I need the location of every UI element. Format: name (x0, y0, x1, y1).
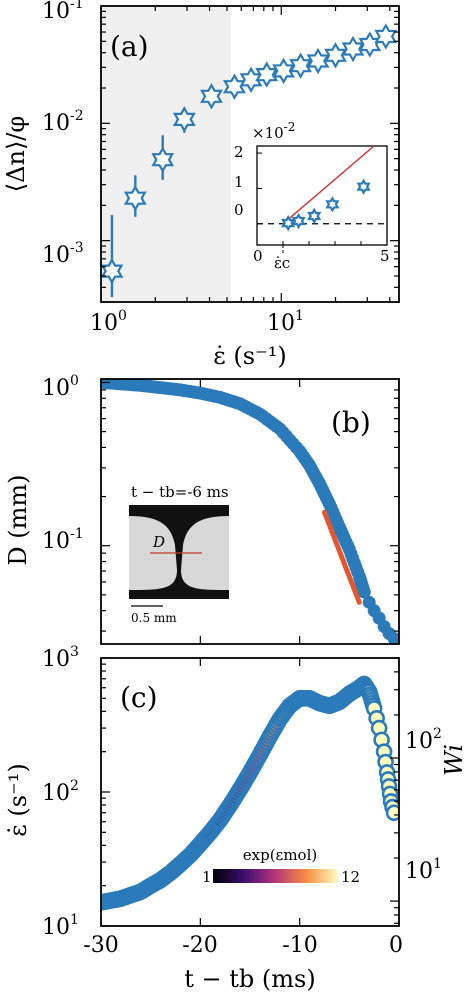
colorbar-gradient (213, 869, 338, 883)
strain-rate-point (385, 804, 399, 822)
inset-ytick-2: 2 (234, 143, 244, 161)
data-point (289, 52, 312, 79)
data-point (100, 257, 124, 285)
data-point (151, 146, 175, 173)
scale-bar-label: 0.5 mm (131, 611, 177, 625)
panel-b: (b) 100 10-1 D (mm) t − tb=-6 ms D 0.5 m… (4, 373, 400, 645)
data-point (374, 23, 398, 50)
panel-b-fit-line (322, 509, 362, 605)
diameter-point (387, 632, 399, 644)
panel-a-label: (a) (110, 30, 149, 63)
panel-a-xlabel: ε̇ (s⁻¹) (213, 342, 286, 370)
panel-c: (c) 101 102 103 -30 -20 -10 0 t − tb (ms… (4, 644, 468, 993)
panel-a-frame (100, 5, 400, 303)
colorbar-min-label: 1 (202, 868, 212, 886)
colorbar-title: exp(εmol) (243, 846, 317, 864)
panel-c-label: (c) (120, 681, 158, 714)
inset-critical-label: ε̇c (274, 254, 290, 272)
panel-c-xtick-1: -30 (83, 933, 118, 958)
panel-b-ticks (100, 379, 400, 644)
panel-a-xtick-2: 101 (267, 308, 304, 336)
data-point (306, 47, 330, 75)
inset-data-point (291, 212, 306, 230)
panel-a-ytick-2: 10-2 (42, 108, 84, 136)
panel-c-right-tick-2: 102 (405, 726, 442, 754)
inset-ytick-0: 0 (234, 201, 244, 219)
inset-xtick-5: 5 (380, 247, 390, 265)
diameter-point (357, 585, 371, 599)
panel-a-ticks (100, 6, 399, 303)
data-point (358, 31, 382, 58)
panel-c-right-ylabel: Wi (440, 744, 468, 776)
data-point (199, 83, 223, 110)
data-point (123, 185, 147, 212)
panel-c-right-tick-1: 101 (405, 856, 442, 884)
panel-a-inset-frame (256, 145, 388, 246)
panel-b-ytick-1: 100 (42, 373, 79, 401)
panel-c-markers (101, 675, 399, 911)
panel-c-ytick-1: 101 (42, 912, 79, 940)
inset-markers (256, 145, 388, 255)
panel-a-ytick-1: 10-3 (42, 240, 84, 268)
panel-a-inset: ×10-2 2 1 0 0 5 ε̇c (234, 120, 390, 272)
panel-c-xtick-2: -20 (182, 933, 217, 958)
filament-shape (129, 505, 229, 599)
inset-xtick-0: 0 (253, 247, 263, 265)
filament-time-label: t − tb=-6 ms (131, 483, 229, 501)
panel-c-ytick-2: 102 (42, 778, 79, 806)
inset-ytick-1: 1 (234, 173, 244, 191)
data-point (172, 106, 196, 133)
panel-c-xtick-3: -10 (282, 933, 317, 958)
colorbar: exp(εmol) 1 12 (202, 846, 360, 886)
panel-b-label: (b) (331, 406, 371, 439)
panel-b-image-inset: t − tb=-6 ms D 0.5 mm (129, 483, 229, 625)
panel-a-markers (100, 23, 398, 298)
panel-b-frame (100, 378, 400, 645)
panel-c-ylabel: ε̇ (s⁻¹) (4, 763, 32, 836)
inset-data-point (307, 207, 322, 225)
panel-c-xtick-4: 0 (389, 933, 403, 958)
inset-data-point (325, 196, 340, 213)
panel-b-markers (101, 379, 399, 644)
filament-d-label: D (152, 533, 165, 551)
inset-multiplier: ×10-2 (252, 120, 295, 142)
panel-a: (a) 10-3 10-2 10-1 100 101 ε̇ (s⁻¹) ⟨Δn⟩… (2, 0, 400, 370)
panel-a-ylabel: ⟨Δn⟩/φ (2, 116, 30, 192)
panel-a-xtick-1: 100 (90, 308, 127, 336)
panel-b-ytick-2: 10-1 (42, 526, 84, 554)
panel-c-ytick-3: 103 (42, 644, 79, 672)
panel-c-ticks (100, 657, 400, 927)
inset-data-point (356, 178, 371, 195)
panel-a-ytick-3: 10-1 (42, 0, 84, 24)
inset-fit-line (282, 145, 375, 225)
colorbar-max-label: 12 (341, 868, 360, 886)
panel-c-xlabel: t − tb (ms) (184, 965, 315, 993)
panel-b-ylabel: D (mm) (4, 474, 32, 565)
